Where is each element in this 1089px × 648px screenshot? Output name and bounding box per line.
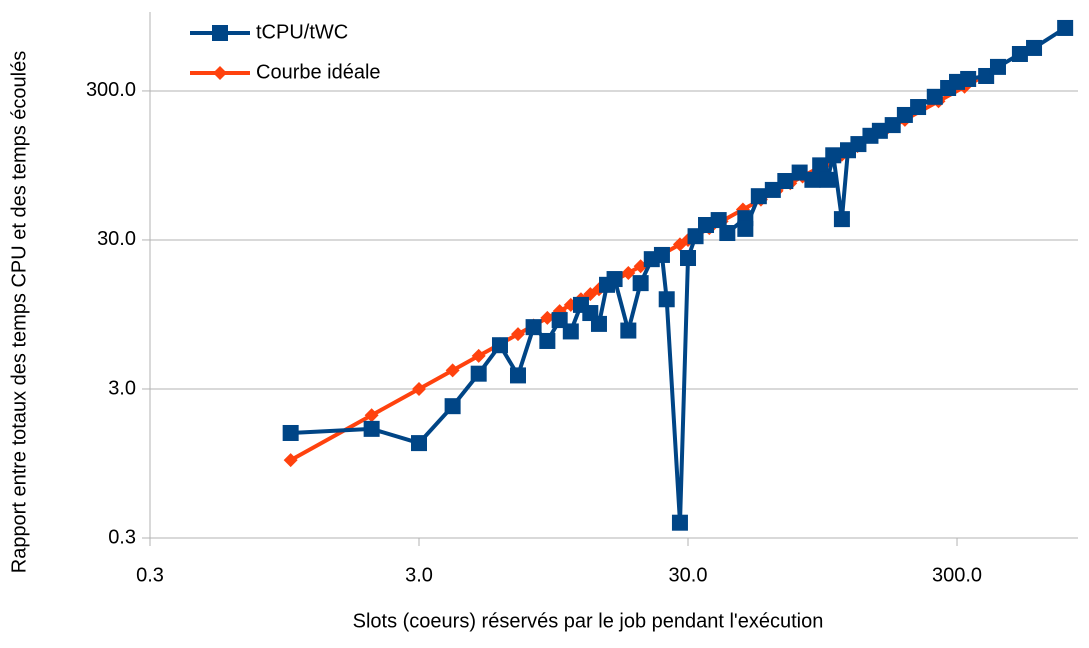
marker <box>737 220 754 237</box>
marker <box>884 117 901 134</box>
marker <box>710 212 727 229</box>
marker <box>411 435 428 452</box>
x-tick-label: 0.3 <box>136 564 164 586</box>
marker <box>471 348 486 363</box>
marker <box>620 322 637 339</box>
marker <box>680 250 697 267</box>
legend: tCPU/tWC Courbe idéale <box>190 21 381 83</box>
marker <box>1011 45 1028 62</box>
legend-marker <box>213 66 227 80</box>
marker <box>671 514 688 531</box>
marker <box>509 367 526 384</box>
x-tick-label: 30.0 <box>669 564 708 586</box>
marker <box>653 246 670 263</box>
marker <box>896 106 913 123</box>
marker <box>539 332 556 349</box>
marker <box>764 181 781 198</box>
y-tick-label: 0.3 <box>108 526 136 548</box>
marker <box>871 122 888 139</box>
marker <box>791 164 808 181</box>
marker <box>926 88 943 105</box>
y-tick-label: 3.0 <box>108 377 136 399</box>
marker <box>491 337 508 354</box>
marker <box>698 217 715 234</box>
marker <box>825 147 842 164</box>
y-tick-label: 30.0 <box>97 228 136 250</box>
marker <box>812 157 829 174</box>
marker <box>590 315 607 332</box>
y-axis-label: Rapport entre totaux des temps CPU et de… <box>8 51 30 574</box>
marker <box>540 310 555 325</box>
marker <box>510 327 525 342</box>
marker <box>282 424 299 441</box>
marker <box>658 291 675 308</box>
marker <box>470 365 487 382</box>
marker <box>910 99 927 116</box>
marker <box>833 211 850 228</box>
marker <box>719 225 736 242</box>
marker <box>562 323 579 340</box>
marker <box>364 408 379 423</box>
x-tick-label: 3.0 <box>405 564 433 586</box>
marker <box>606 271 623 288</box>
marker <box>445 363 460 378</box>
marker <box>989 58 1006 75</box>
marker <box>777 173 794 190</box>
marker <box>819 171 836 188</box>
marker <box>444 398 461 415</box>
marker <box>850 136 867 153</box>
legend-marker <box>212 25 228 41</box>
legend-label: Courbe idéale <box>256 61 381 83</box>
marker <box>960 70 977 87</box>
x-tick-label: 300.0 <box>932 564 982 586</box>
marker <box>525 319 542 336</box>
marker <box>1057 19 1074 36</box>
marker <box>412 381 427 396</box>
marker <box>1026 39 1043 56</box>
marker <box>363 420 380 437</box>
marker <box>750 188 767 205</box>
marker <box>283 453 298 468</box>
x-axis-label: Slots (coeurs) réservés par le job penda… <box>353 610 824 632</box>
marker <box>632 275 649 292</box>
series-line <box>290 26 1067 525</box>
legend-label: tCPU/tWC <box>256 21 348 43</box>
marker <box>621 266 636 281</box>
y-tick-label: 300.0 <box>86 79 136 101</box>
marker <box>804 171 821 188</box>
